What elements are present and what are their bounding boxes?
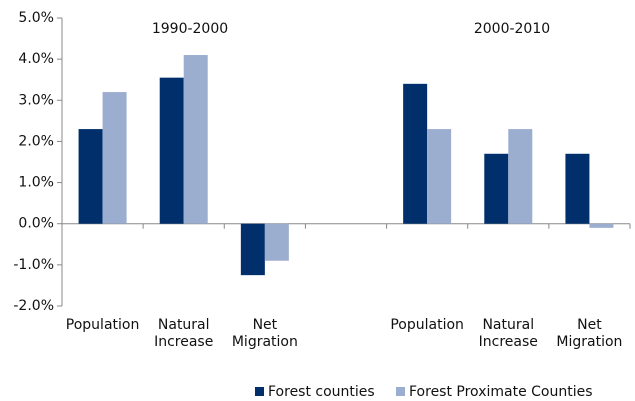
- legend-label: Forest counties: [268, 384, 375, 400]
- y-tick-label: 0.0%: [18, 216, 54, 232]
- y-tick-label: 4.0%: [18, 51, 54, 67]
- y-tick-label: -1.0%: [13, 257, 54, 273]
- x-tick-label: Natural Increase: [154, 317, 213, 350]
- legend-swatch: [255, 387, 264, 396]
- bar: [508, 129, 533, 224]
- bar: [565, 153, 590, 224]
- bar: [264, 223, 289, 261]
- bar: [240, 223, 265, 276]
- legend-label: Forest Proximate Counties: [409, 384, 593, 400]
- bar: [159, 77, 184, 224]
- bar: [102, 92, 127, 224]
- x-tick-label: Natural Increase: [479, 317, 538, 350]
- period-label: 1990-2000: [152, 21, 228, 37]
- period-label: 2000-2010: [474, 21, 550, 37]
- bar: [403, 83, 428, 224]
- y-tick-label: 5.0%: [18, 10, 54, 26]
- x-tick-label: Net Migration: [232, 317, 298, 350]
- bar: [484, 153, 509, 224]
- x-tick-label: Population: [390, 317, 464, 333]
- legend-swatch: [396, 387, 405, 396]
- x-tick-label: Net Migration: [556, 317, 622, 350]
- y-tick-label: 3.0%: [18, 92, 54, 108]
- x-tick-label: Population: [66, 317, 140, 333]
- y-tick-label: 1.0%: [18, 175, 54, 191]
- bar: [427, 129, 452, 224]
- y-tick-label: -2.0%: [13, 298, 54, 314]
- bar: [183, 55, 208, 224]
- bar: [78, 129, 103, 224]
- bar: [589, 223, 614, 228]
- y-tick-label: 2.0%: [18, 133, 54, 149]
